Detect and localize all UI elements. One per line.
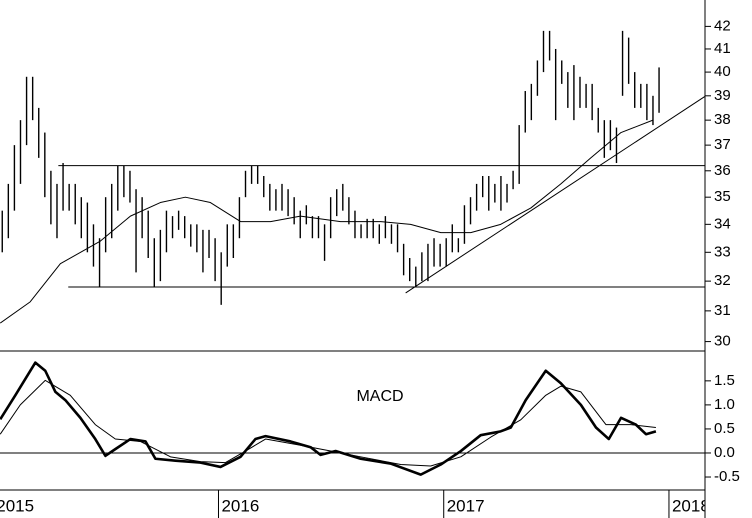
price-line	[0, 119, 654, 324]
y-tick-label: 38	[714, 111, 731, 128]
y-tick-label: 1.0	[714, 396, 735, 413]
y-tick-label: 40	[714, 63, 731, 80]
y-tick-label: 41	[714, 40, 731, 57]
y-tick-label: 32	[714, 272, 731, 289]
plot-area: 2015 2016 2017 2018	[0, 30, 710, 518]
macd-line	[0, 379, 656, 467]
y-tick-label: 37	[714, 136, 731, 153]
x-tick-label: 2018	[672, 496, 710, 515]
y-tick-label: 30	[714, 333, 731, 350]
y-tick-label: 35	[714, 188, 731, 205]
y-tick-label: 0.0	[714, 444, 735, 461]
y-tick-label: 39	[714, 87, 731, 104]
y-tick-label: 1.5	[714, 372, 735, 389]
y-tick-label: 36	[714, 162, 731, 179]
y-tick-label: 33	[714, 243, 731, 260]
x-tick-label: 2015	[0, 496, 34, 515]
macd-line	[0, 361, 657, 476]
y-tick-label: 34	[714, 215, 731, 232]
y-tick-label: 31	[714, 302, 731, 319]
macd-title: MACD	[356, 388, 403, 405]
x-tick-label: 2017	[447, 496, 485, 515]
x-tick-label: 2016	[221, 496, 259, 515]
y-tick-label: 0.5	[714, 420, 735, 437]
price-line	[405, 95, 705, 294]
y-tick-label: -0.5	[714, 468, 740, 485]
y-tick-label: 42	[714, 17, 731, 34]
